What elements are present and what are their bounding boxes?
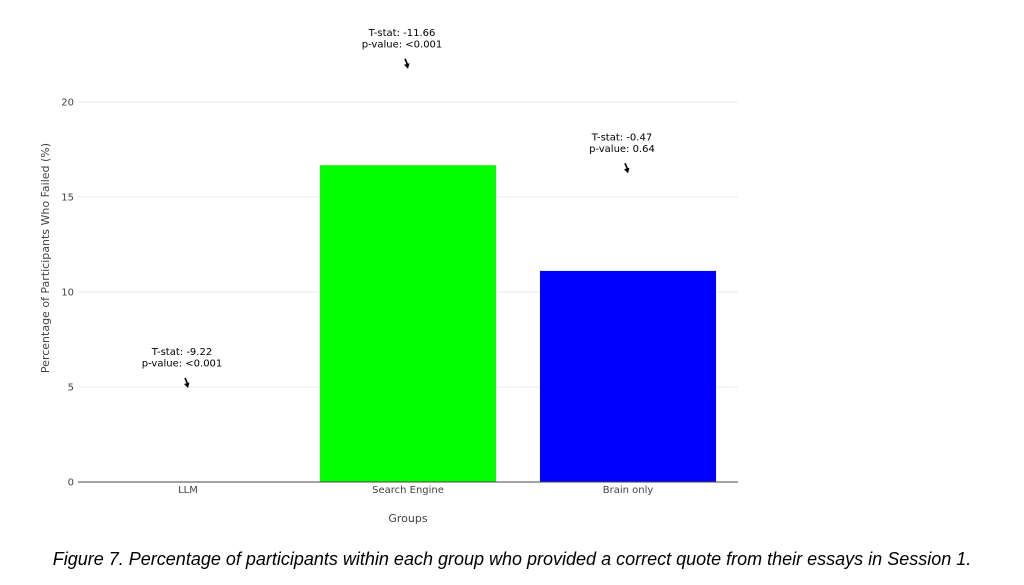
annotation-text: p-value: 0.64 xyxy=(589,144,655,155)
x-tick-label: LLM xyxy=(178,485,198,496)
annotation: T-stat: -0.47p-value: 0.64 xyxy=(589,132,655,174)
y-axis: 0 5 10 15 20 xyxy=(61,98,74,489)
x-axis-title: Groups xyxy=(388,512,427,525)
y-tick-label: 5 xyxy=(68,383,74,394)
annotation: T-stat: -9.22p-value: <0.001 xyxy=(142,347,223,388)
annotation-text: p-value: <0.001 xyxy=(362,39,443,50)
annotation-arrow-head xyxy=(184,382,190,388)
x-axis: LLM Search Engine Brain only xyxy=(78,481,738,496)
annotation-text: T-stat: -11.66 xyxy=(368,28,436,39)
y-tick-label: 20 xyxy=(61,98,74,109)
x-tick-label: Brain only xyxy=(603,485,654,496)
annotation-text: p-value: <0.001 xyxy=(142,358,223,369)
bars xyxy=(320,165,716,482)
x-tick-label: Search Engine xyxy=(372,485,444,496)
annotation-text: T-stat: -9.22 xyxy=(151,347,212,358)
y-axis-title: Percentage of Participants Who Failed (%… xyxy=(39,143,52,373)
figure-caption: Figure 7. Percentage of participants wit… xyxy=(52,549,972,569)
y-tick-label: 0 xyxy=(68,478,74,489)
bar-brain-only xyxy=(540,270,716,482)
bar-search-engine xyxy=(320,165,496,482)
y-tick-label: 15 xyxy=(61,193,74,204)
annotation-text: T-stat: -0.47 xyxy=(591,132,652,143)
annotation-arrow-head xyxy=(624,167,630,174)
bar-chart: LLM Search Engine Brain only 0 5 10 15 20 T-st… xyxy=(39,28,738,525)
y-tick-label: 10 xyxy=(61,288,74,299)
annotation-arrow-head xyxy=(404,63,410,69)
annotation: T-stat: -11.66p-value: <0.001 xyxy=(362,28,443,69)
